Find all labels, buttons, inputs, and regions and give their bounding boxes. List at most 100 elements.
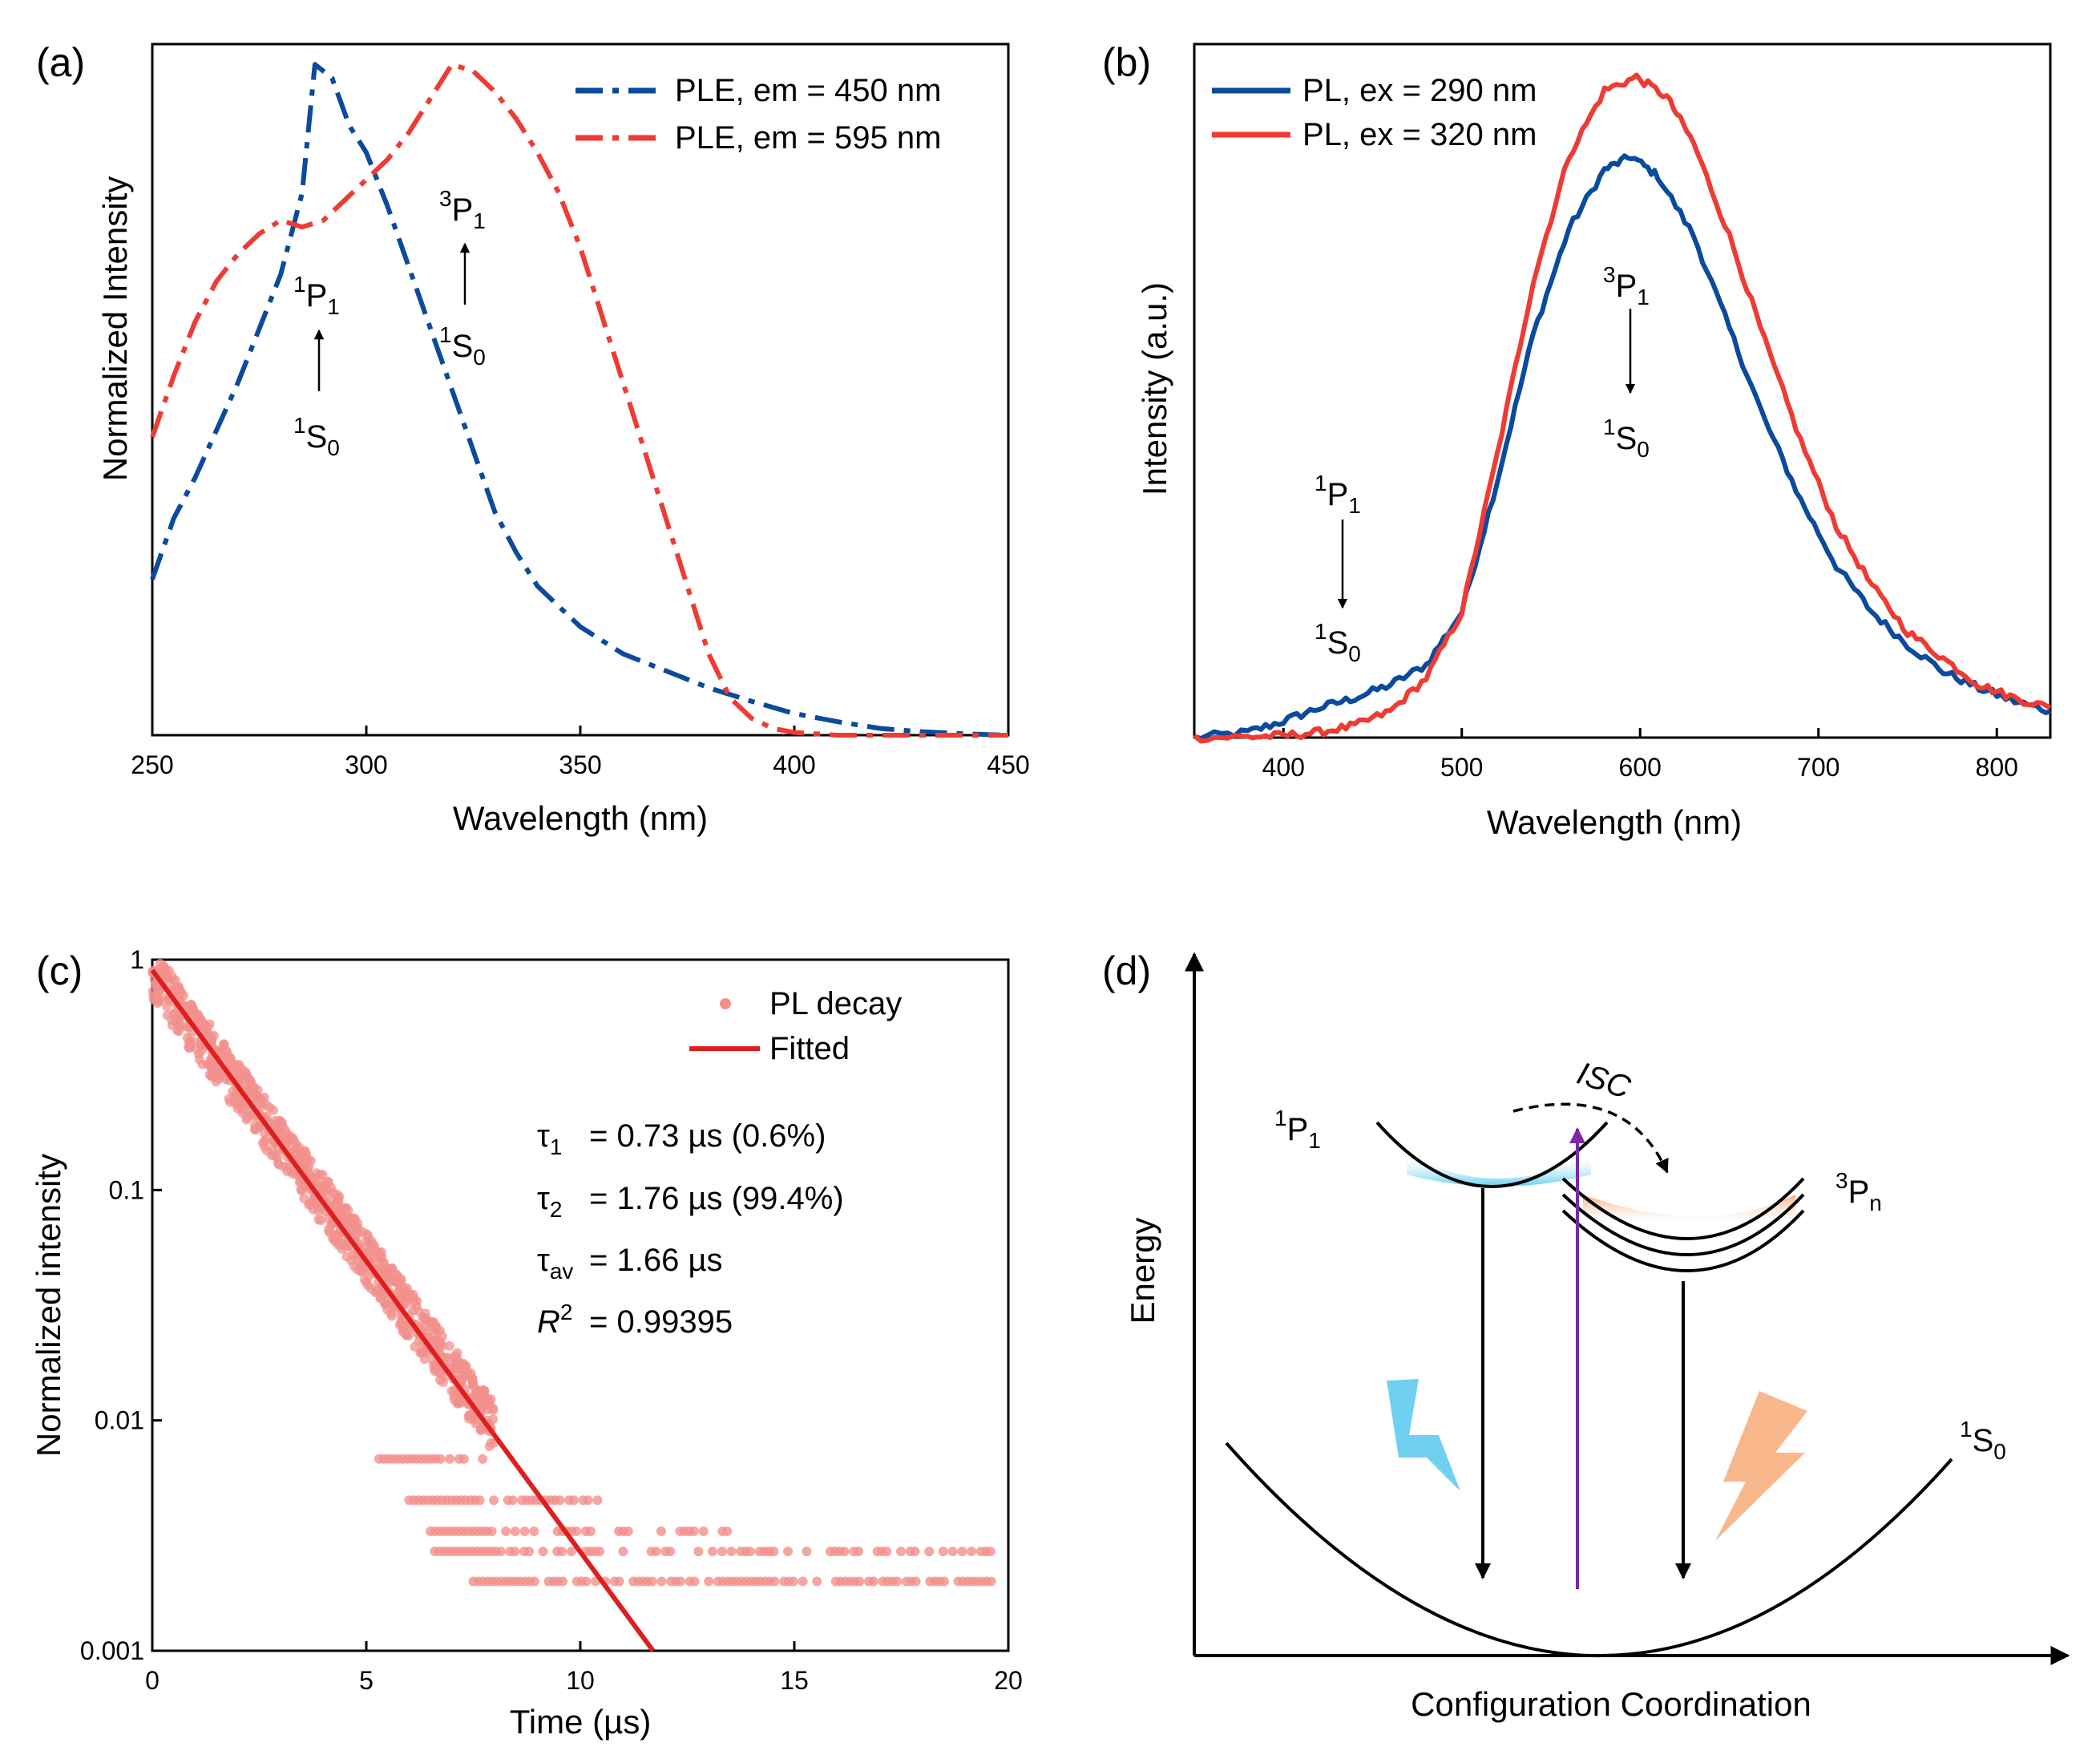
panel-b-ylabel: Intensity (a.u.) — [1136, 282, 1173, 495]
decay-point — [174, 992, 184, 1002]
isc-label: ISC — [1573, 1056, 1635, 1106]
decay-point — [693, 1547, 704, 1557]
decay-point — [250, 1124, 260, 1134]
x-tick-label: 5 — [359, 1666, 374, 1695]
panel-b-annotation-3p1: 3P1 1S0 — [1603, 262, 1650, 462]
panel-b-x-ticks: 400 500 600 700 800 — [1262, 728, 2018, 782]
decay-point — [571, 1526, 582, 1536]
panel-c-label: (c) — [36, 948, 83, 993]
decay-point — [839, 1547, 850, 1557]
series-line-1 — [150, 62, 1009, 738]
decay-point — [665, 1547, 676, 1557]
decay-point — [947, 1547, 958, 1557]
x-tick-label: 15 — [780, 1666, 809, 1695]
decay-point — [334, 1191, 345, 1202]
svg-text:R2: R2 — [537, 1300, 572, 1340]
series-line-1 — [1193, 153, 2052, 742]
decay-point — [349, 1213, 360, 1223]
decay-point — [355, 1259, 365, 1269]
decay-point — [201, 1027, 212, 1037]
decay-point — [892, 1576, 903, 1587]
panel-c-frame — [151, 958, 1010, 1652]
panel-c-fit-results: τ1 = 0.73 µs (0.6%) τ2 = 1.76 µs (99.4%)… — [537, 1118, 844, 1340]
decay-point — [236, 1063, 246, 1074]
decay-point — [475, 1425, 486, 1436]
ann-a-1s0: 1S0 — [293, 413, 340, 460]
legend-label-decay: PL decay — [769, 986, 902, 1021]
pn-well-curve-3 — [1561, 1209, 1805, 1272]
panel-c-ylabel: Normalized intensity — [30, 1154, 67, 1457]
x-tick-label: 450 — [987, 750, 1029, 779]
decay-point — [557, 1547, 567, 1557]
decay-point — [478, 1454, 488, 1464]
isc-arrow — [1512, 1102, 1669, 1174]
decay-point — [986, 1576, 996, 1587]
decay-point — [651, 1547, 661, 1557]
fit-r2: = 0.99395 — [589, 1304, 733, 1340]
decay-point — [854, 1547, 864, 1557]
decay-point — [345, 1222, 355, 1232]
decay-point — [259, 1127, 269, 1138]
decay-point — [957, 1547, 967, 1557]
fit-tauav: = 1.66 µs — [589, 1243, 722, 1278]
pn-well-curve-1 — [1561, 1177, 1805, 1240]
decay-point — [569, 1495, 579, 1506]
decay-point — [341, 1251, 352, 1262]
decay-point — [708, 1547, 717, 1557]
decay-point — [187, 1001, 197, 1011]
panel-b-frame — [1193, 42, 2052, 739]
decay-point — [722, 1526, 733, 1536]
legend-label-ex290: PL, ex = 290 nm — [1302, 73, 1537, 108]
decay-point — [868, 1576, 878, 1587]
decay-point — [378, 1259, 389, 1269]
fit-tau2: = 1.76 µs (99.4%) — [589, 1181, 844, 1216]
ann-b-3p1: 3P1 — [1603, 262, 1650, 309]
decay-point — [555, 1495, 565, 1506]
panel-c: (c) 0 5 10 15 20 1 0.1 0.01 0.001 Time (µs) Norm… — [30, 945, 1023, 1741]
x-tick-label: 350 — [559, 750, 601, 779]
decay-point — [185, 1036, 196, 1046]
panel-a-legend: PLE, em = 450 nm PLE, em = 595 nm — [575, 73, 941, 156]
decay-point — [282, 1166, 293, 1176]
panel-b: (b) 400 500 600 700 800 Wavelength (nm) Inte… — [1102, 40, 2052, 841]
decay-point — [798, 1576, 808, 1587]
decay-point — [595, 1547, 604, 1557]
decay-point — [365, 1244, 375, 1254]
decay-point — [911, 1576, 921, 1587]
decay-point — [277, 1125, 287, 1135]
x-tick-label: 700 — [1797, 753, 1840, 782]
decay-point — [495, 1547, 506, 1557]
legend-label-em595: PLE, em = 595 nm — [675, 120, 941, 156]
decay-point — [162, 1001, 172, 1012]
decay-point — [205, 1055, 216, 1065]
decay-point — [489, 1495, 499, 1506]
fit-tau1: = 0.73 µs (0.6%) — [589, 1118, 826, 1154]
y-tick-label: 1 — [130, 945, 144, 974]
series-line-2 — [150, 62, 1008, 738]
panel-a-series — [150, 62, 1009, 738]
decay-point — [366, 1235, 376, 1246]
decay-point — [353, 1223, 363, 1234]
decay-point — [585, 1526, 596, 1536]
decay-point — [370, 1288, 381, 1298]
decay-point — [444, 1340, 454, 1351]
decay-point — [726, 1547, 737, 1557]
panel-b-label: (b) — [1102, 40, 1151, 85]
decay-point — [313, 1215, 324, 1225]
decay-point — [410, 1341, 420, 1352]
decay-point — [297, 1186, 307, 1196]
ann-a-1p1: 1P1 — [293, 272, 340, 319]
x-tick-label: 400 — [1262, 753, 1305, 782]
decay-point — [882, 1547, 892, 1557]
lightning-icon-orange — [1715, 1391, 1807, 1541]
decay-point — [488, 1414, 498, 1425]
panel-a-x-ticks: 250 300 350 400 450 — [131, 726, 1030, 779]
panel-c-legend: PL decay Fitted — [689, 986, 902, 1066]
decay-point — [162, 1010, 172, 1021]
decay-point — [529, 1526, 539, 1536]
decay-point — [173, 1015, 183, 1025]
panel-b-xlabel: Wavelength (nm) — [1487, 803, 1742, 841]
decay-point — [251, 1090, 261, 1100]
decay-point — [783, 1547, 793, 1557]
decay-point — [409, 1296, 419, 1307]
